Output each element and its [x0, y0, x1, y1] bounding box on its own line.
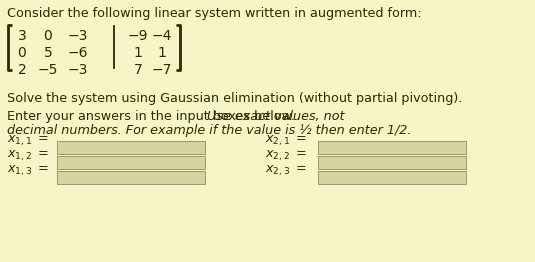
- Text: Use exact values, not: Use exact values, not: [207, 110, 345, 123]
- Text: $x_{1,3}$ $=$: $x_{1,3}$ $=$: [7, 164, 49, 178]
- Text: 0: 0: [44, 29, 52, 43]
- Text: 2: 2: [18, 63, 26, 77]
- Text: −3: −3: [68, 63, 88, 77]
- Text: Solve the system using Gaussian elimination (without partial pivoting).: Solve the system using Gaussian eliminat…: [7, 92, 462, 105]
- Text: $x_{1,2}$ $=$: $x_{1,2}$ $=$: [7, 149, 49, 163]
- Text: −3: −3: [68, 29, 88, 43]
- Text: $x_{2,1}$ $=$: $x_{2,1}$ $=$: [265, 134, 307, 148]
- Text: 1: 1: [134, 46, 142, 60]
- Text: 7: 7: [134, 63, 142, 77]
- Text: −5: −5: [38, 63, 58, 77]
- FancyBboxPatch shape: [318, 156, 466, 169]
- Text: −4: −4: [152, 29, 172, 43]
- Text: decimal numbers. For example if the value is ½ then enter 1/2.: decimal numbers. For example if the valu…: [7, 124, 411, 137]
- Text: Consider the following linear system written in augmented form:: Consider the following linear system wri…: [7, 7, 422, 20]
- Text: Enter your answers in the input boxes below.: Enter your answers in the input boxes be…: [7, 110, 299, 123]
- Text: 5: 5: [44, 46, 52, 60]
- Text: $x_{2,3}$ $=$: $x_{2,3}$ $=$: [265, 164, 307, 178]
- FancyBboxPatch shape: [57, 171, 205, 184]
- FancyBboxPatch shape: [57, 141, 205, 154]
- Text: $x_{2,2}$ $=$: $x_{2,2}$ $=$: [265, 149, 307, 163]
- Text: 3: 3: [18, 29, 26, 43]
- FancyBboxPatch shape: [318, 171, 466, 184]
- Text: −6: −6: [68, 46, 88, 60]
- Text: $x_{1,1}$ $=$: $x_{1,1}$ $=$: [7, 134, 49, 148]
- Text: 1: 1: [158, 46, 166, 60]
- Text: −7: −7: [152, 63, 172, 77]
- FancyBboxPatch shape: [57, 156, 205, 169]
- Text: −9: −9: [128, 29, 148, 43]
- Text: 0: 0: [18, 46, 26, 60]
- FancyBboxPatch shape: [318, 141, 466, 154]
